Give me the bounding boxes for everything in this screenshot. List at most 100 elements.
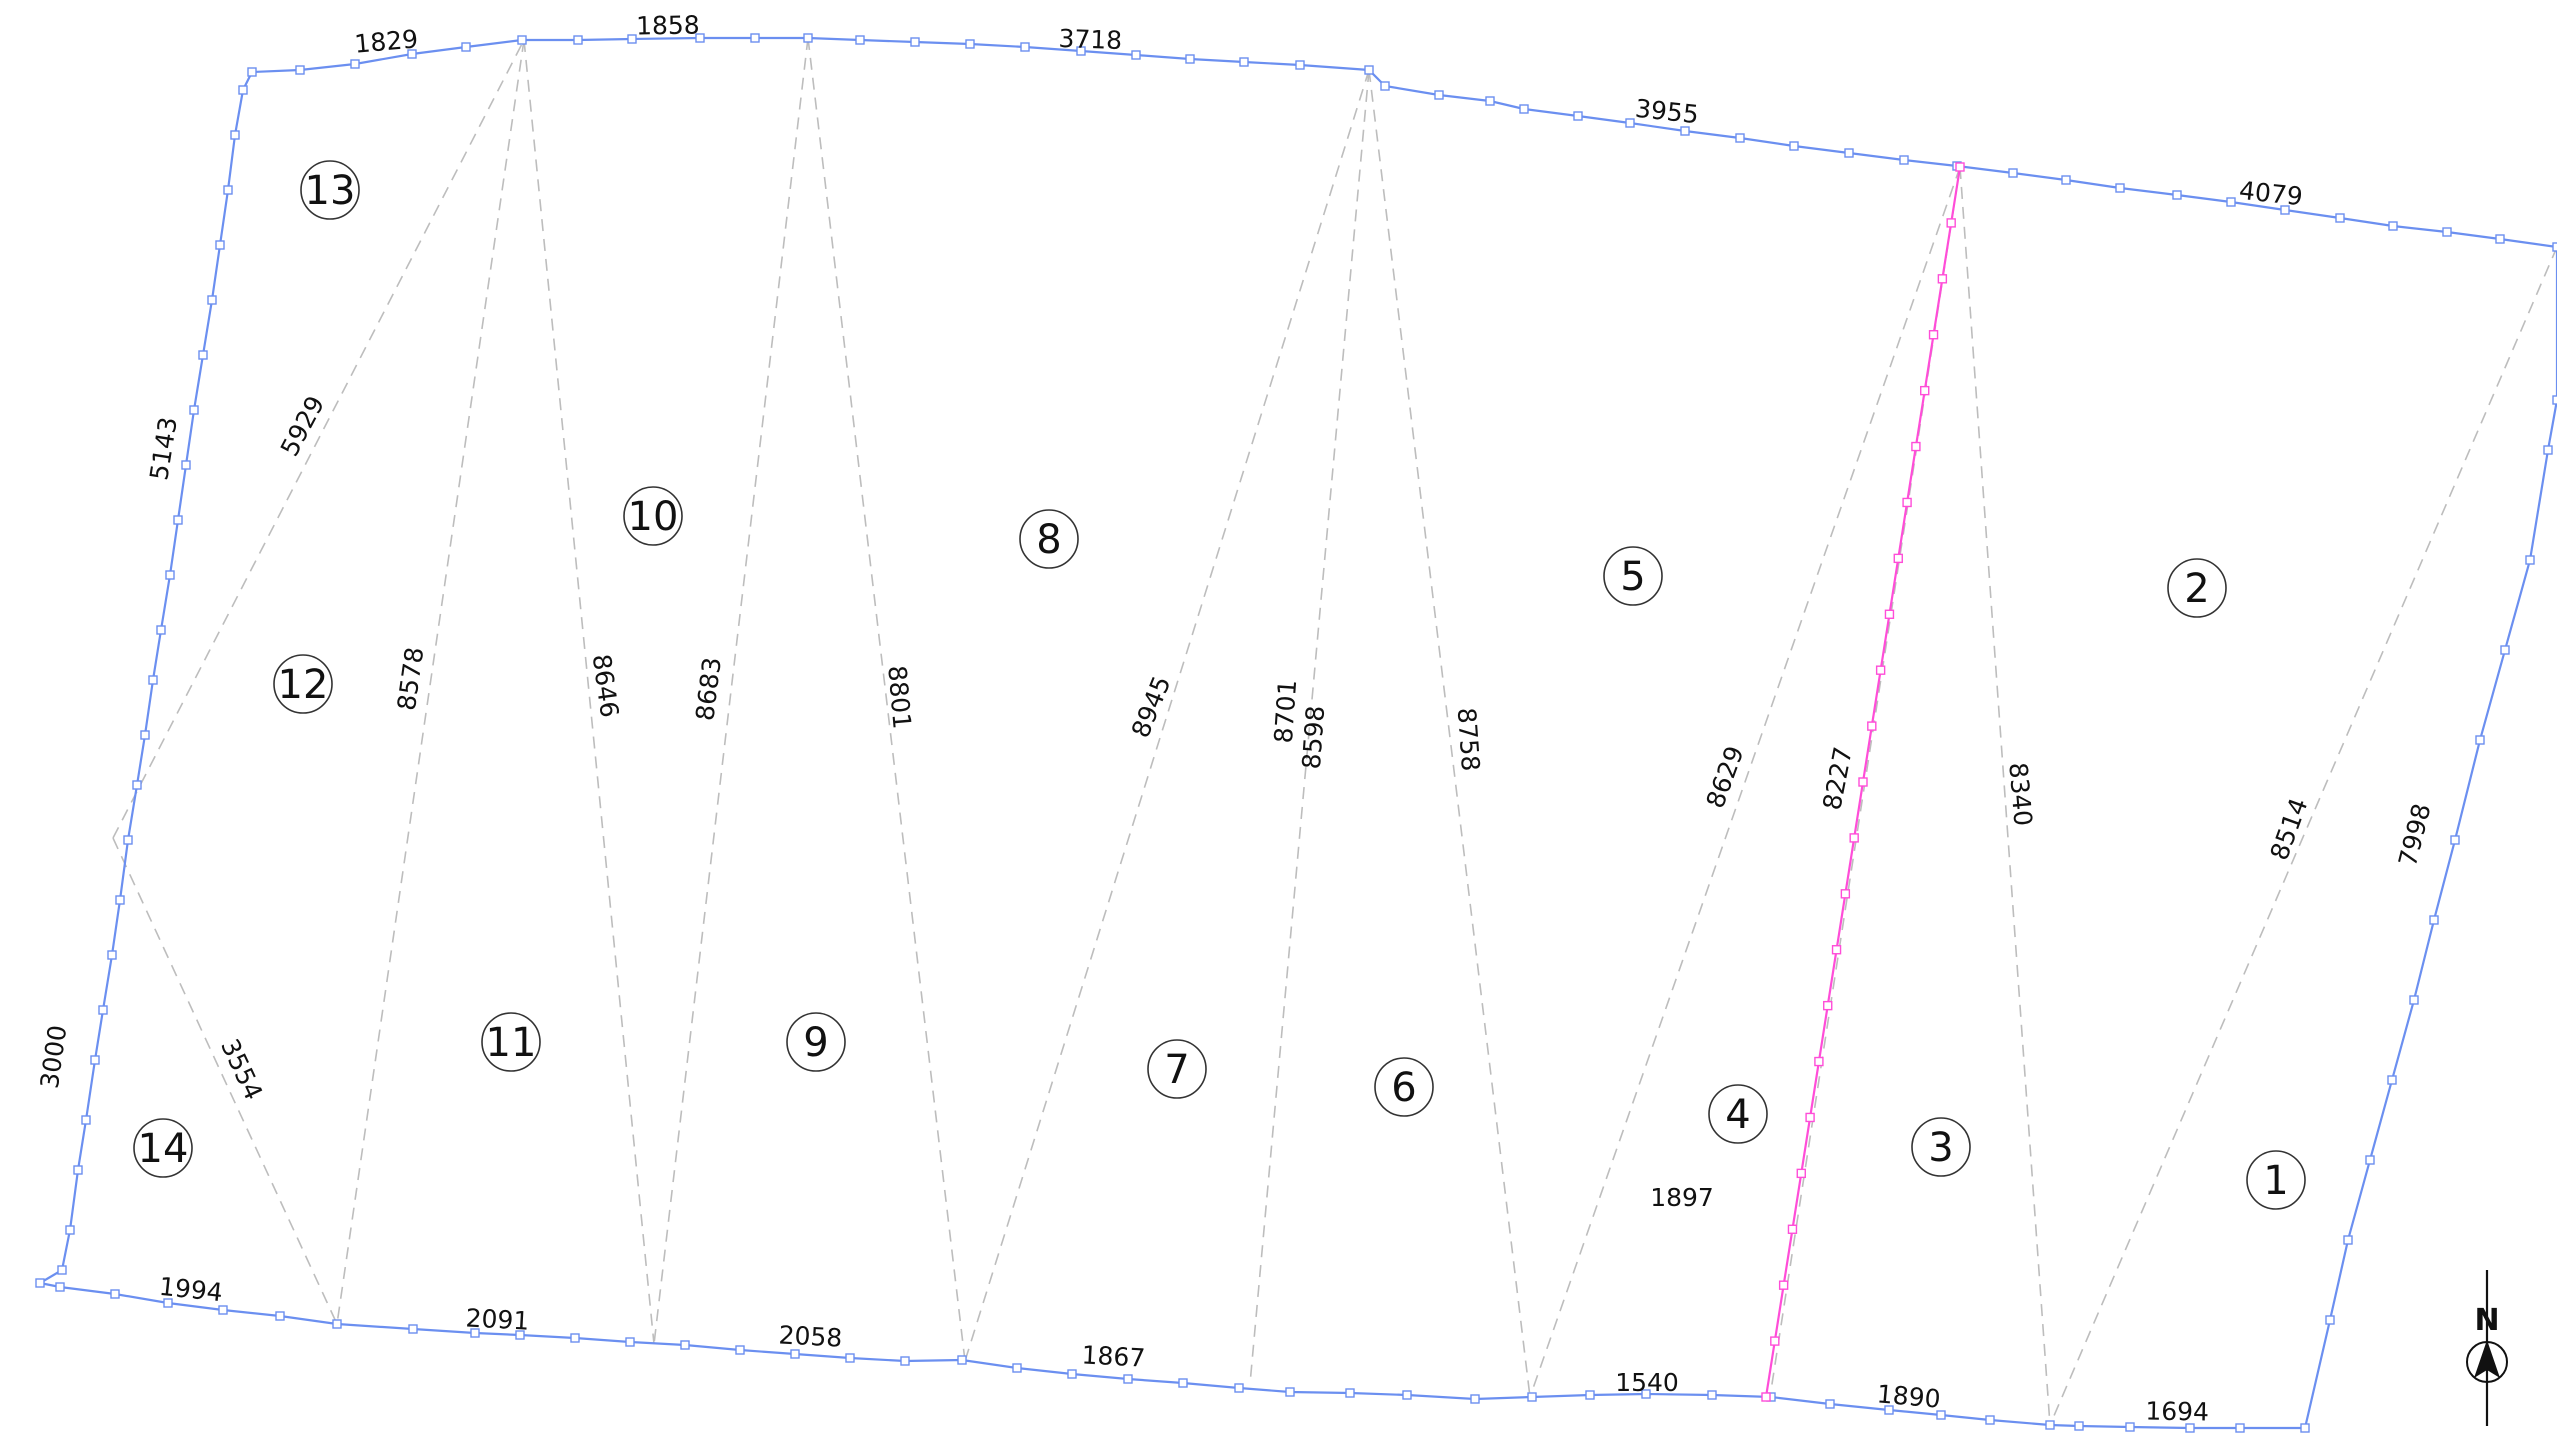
boundary-vertex [1936,1410,1946,1420]
parcel-boundary [35,33,2557,1433]
boundary-dim-3718: 3718 [1058,24,1123,55]
boundary-vertex [845,1353,855,1363]
plot-number: 6 [1391,1065,1416,1111]
boundary-line [36,36,2557,1430]
boundary-vertex [1573,111,1583,121]
dividing-line-vertex [1858,777,1868,787]
boundary-vertex [2429,915,2439,925]
boundary-vertex [517,35,527,45]
dividing-line-vertex [1955,162,1965,172]
boundary-vertex [2543,445,2553,455]
plot-14: 14 [133,1118,193,1178]
boundary-vertex [735,1345,745,1355]
boundary-vertex [2115,183,2125,193]
plot-circle [300,160,360,220]
boundary-vertex [2185,1423,2195,1433]
boundary-vertex [1295,60,1305,70]
boundary-vertex [2475,735,2485,745]
plot-number: 12 [278,662,329,708]
boundary-vertex [2008,168,2018,178]
triangulation-line-2 [336,39,525,1325]
boundary-vertex [1641,1389,1651,1399]
triangulation-dim-3554: 3554 [215,1034,268,1104]
plot-number: 13 [305,168,356,214]
boundary-vertex [2226,197,2236,207]
triangulation-dim-8801: 8801 [882,664,916,730]
triangulation-line-11 [1959,166,2051,1426]
triangulation-line-13 [112,837,338,1325]
boundary-vertex [2387,1075,2397,1085]
boundary-vertex [2300,1423,2310,1433]
boundary-dim-7998: 7998 [2393,801,2437,870]
boundary-vertex [173,515,183,525]
boundary-vertex [350,59,360,69]
boundary-dim-2091: 2091 [465,1303,530,1335]
boundary-dim-1694: 1694 [2145,1396,2209,1426]
triangulation-dim-8701: 8701 [1269,679,1302,744]
triangulation-dim-8646: 8646 [587,652,625,719]
boundary-vertex [1178,1378,1188,1388]
boundary-vertex [2388,221,2398,231]
dividing-line-vertex [1875,665,1886,675]
triangulation-line-9 [1529,166,1961,1398]
dividing-line-vertex [1911,441,1921,452]
dividing-line-vertex [1937,274,1948,284]
plot-11: 11 [481,1012,541,1072]
boundary-vertex [1825,1399,1835,1409]
boundary-vertex [2235,1423,2245,1433]
dividing-line-vertex [1761,1392,1771,1402]
boundary-vertex [1402,1390,1412,1400]
plot-6: 6 [1374,1057,1434,1117]
triangulation-dim-8758: 8758 [1452,707,1485,772]
plot-number: 11 [486,1020,537,1066]
dividing-line-vertex [1867,721,1877,731]
boundary-vertex [73,1165,83,1175]
north-arrow-head [2474,1340,2500,1378]
boundary-vertex [1239,57,1249,67]
boundary-vertex [1985,1415,1995,1425]
plot-circle [1708,1084,1768,1144]
dividing-line-vertex [1920,385,1930,396]
plot-12: 12 [273,654,333,714]
boundary-vertex [2343,1235,2353,1245]
plot-circle [2167,558,2227,618]
boundary-dim-3955: 3955 [1634,94,1700,129]
boundary-vertex [2045,1420,2055,1430]
boundary-vertex [110,1289,120,1299]
boundary-vertex [1345,1388,1355,1398]
boundary-vertex [2500,645,2510,655]
boundary-vertex [156,625,166,635]
triangulation-dim-8945: 8945 [1126,672,1177,742]
dividing-line-vertex [1814,1056,1824,1067]
triangulation-line-8 [1368,69,1531,1398]
dividing-line-vertex [1831,945,1842,955]
north-arrow-icon: N [2466,1270,2508,1426]
dividing-line-vertex [1805,1112,1815,1123]
boundary-vertex [515,1330,525,1340]
boundary-vertex [570,1333,580,1343]
boundary-vertex [215,240,225,250]
boundary-vertex [140,730,150,740]
boundary-vertex [198,350,208,360]
triangulation-dim-8227: 8227 [1817,744,1858,812]
dividing-line [1761,162,1965,1402]
boundary-vertex [803,33,813,43]
boundary-vertex [181,460,191,470]
boundary-vertex [2365,1155,2375,1165]
plot-5: 5 [1603,546,1663,606]
triangulation-dim-8578: 8578 [392,645,430,712]
boundary-vertex [1707,1390,1717,1400]
boundary-vertex [223,185,233,195]
boundary-vertex [165,570,175,580]
triangulation-dim-8340: 8340 [2003,761,2037,827]
dividing-line-vertex [1840,889,1851,899]
boundary-vertex [90,1055,100,1065]
triangulation-line-1 [112,39,525,839]
boundary-vertex [1735,133,1745,143]
boundary-vertex [148,675,158,685]
boundary-vertex [695,33,705,43]
plot-8: 8 [1019,509,1079,569]
plot-4: 4 [1708,1084,1768,1144]
dividing-line-vertex [1787,1224,1798,1234]
